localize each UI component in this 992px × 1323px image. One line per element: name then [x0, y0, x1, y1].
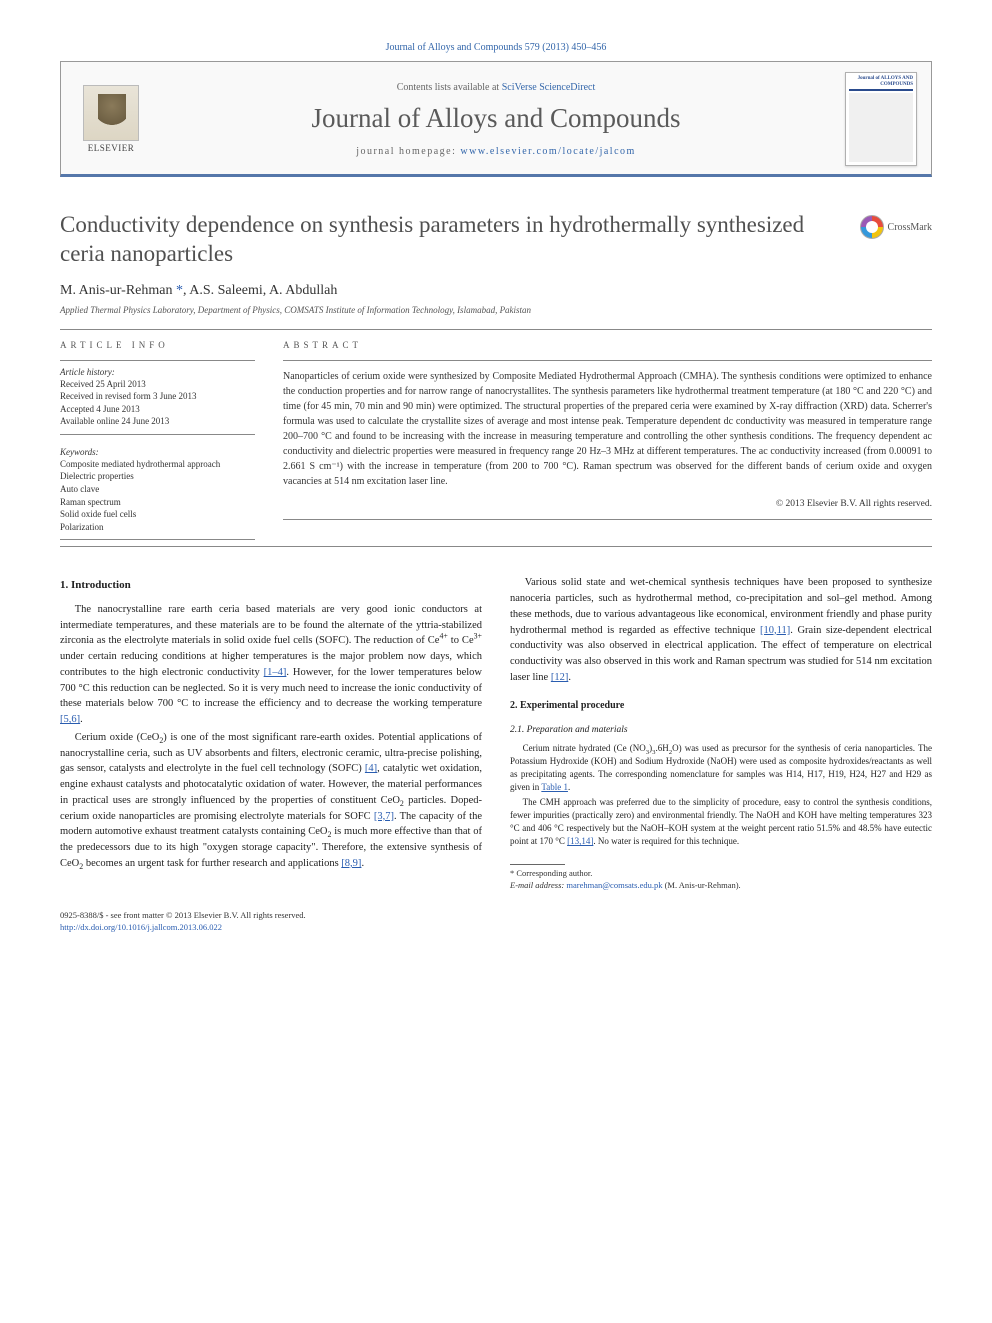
- sciencedirect-link[interactable]: SciVerse ScienceDirect: [502, 82, 596, 93]
- history-line: Accepted 4 June 2013: [60, 403, 255, 416]
- cover-thumb-title: Journal of ALLOYS AND COMPOUNDS: [849, 76, 913, 91]
- keyword: Polarization: [60, 521, 255, 534]
- issn-line: 0925-8388/$ - see front matter © 2013 El…: [60, 910, 932, 921]
- body-paragraph: The CMH approach was preferred due to th…: [510, 796, 932, 848]
- keywords-heading: Keywords:: [60, 447, 255, 457]
- body-paragraph: Cerium nitrate hydrated (Ce (NO3)3.6H2O)…: [510, 742, 932, 794]
- corresponding-author-block: * Corresponding author. E-mail address: …: [510, 864, 932, 892]
- keyword: Dielectric properties: [60, 470, 255, 483]
- running-head: Journal of Alloys and Compounds 579 (201…: [60, 42, 932, 53]
- article-meta-row: article info Article history: Received 2…: [60, 340, 932, 547]
- author-names: M. Anis-ur-Rehman: [60, 283, 173, 298]
- citation-link[interactable]: [3,7]: [374, 811, 394, 822]
- body-paragraph: The nanocrystalline rare earth ceria bas…: [60, 602, 482, 728]
- thin-divider: [283, 519, 932, 520]
- journal-cover-thumbnail: Journal of ALLOYS AND COMPOUNDS: [845, 72, 917, 166]
- author-names-rest: , A.S. Saleemi, A. Abdullah: [183, 283, 337, 298]
- thin-divider: [60, 360, 255, 361]
- crossmark-label: CrossMark: [888, 222, 932, 233]
- corresponding-author-name: (M. Anis-ur-Rehman).: [665, 880, 741, 890]
- citation-link[interactable]: [1–4]: [264, 667, 287, 678]
- keyword: Raman spectrum: [60, 496, 255, 509]
- elsevier-logo: ELSEVIER: [75, 79, 147, 159]
- section-heading: 2. Experimental procedure: [510, 698, 932, 713]
- citation-link[interactable]: [5,6]: [60, 714, 80, 725]
- divider: [60, 329, 932, 330]
- corresponding-author-label: * Corresponding author.: [510, 868, 932, 880]
- citation-link[interactable]: [13,14]: [567, 836, 593, 846]
- corresponding-author-link[interactable]: *: [173, 283, 184, 298]
- subsection-heading: 2.1. Preparation and materials: [510, 723, 932, 737]
- keyword: Auto clave: [60, 483, 255, 496]
- contents-prefix: Contents lists available at: [397, 82, 502, 93]
- corresponding-author-email-link[interactable]: marehman@comsats.edu.pk: [566, 880, 662, 890]
- abstract-heading: abstract: [283, 340, 932, 350]
- history-line: Available online 24 June 2013: [60, 415, 255, 428]
- crossmark-icon: [860, 215, 884, 239]
- journal-header: ELSEVIER Contents lists available at Sci…: [60, 61, 932, 177]
- journal-homepage-link[interactable]: www.elsevier.com/locate/jalcom: [460, 146, 635, 157]
- history-line: Received in revised form 3 June 2013: [60, 390, 255, 403]
- article-title: Conductivity dependence on synthesis par…: [60, 211, 932, 269]
- abstract-copyright: © 2013 Elsevier B.V. All rights reserved…: [283, 499, 932, 509]
- thin-divider: [60, 539, 255, 540]
- authors-line: M. Anis-ur-Rehman *, A.S. Saleemi, A. Ab…: [60, 283, 932, 299]
- footnote-rule: [510, 864, 565, 865]
- header-center: Contents lists available at SciVerse Sci…: [147, 82, 845, 157]
- journal-homepage-line: journal homepage: www.elsevier.com/locat…: [147, 146, 845, 157]
- cover-thumb-body: [849, 93, 913, 162]
- citation-link[interactable]: [4]: [365, 763, 377, 774]
- thin-divider: [283, 360, 932, 361]
- abstract-box: abstract Nanoparticles of cerium oxide w…: [283, 340, 932, 547]
- citation-link[interactable]: [8,9]: [341, 858, 361, 869]
- affiliation: Applied Thermal Physics Laboratory, Depa…: [60, 305, 932, 315]
- page-footer: 0925-8388/$ - see front matter © 2013 El…: [60, 910, 932, 933]
- body-columns: 1. Introduction The nanocrystalline rare…: [60, 575, 932, 892]
- journal-name: Journal of Alloys and Compounds: [147, 103, 845, 134]
- section-heading: 1. Introduction: [60, 577, 482, 594]
- elsevier-logo-text: ELSEVIER: [88, 143, 135, 153]
- keyword: Solid oxide fuel cells: [60, 508, 255, 521]
- citation-link[interactable]: [10,11]: [760, 625, 790, 636]
- history-line: Received 25 April 2013: [60, 378, 255, 391]
- history-heading: Article history:: [60, 367, 255, 377]
- doi-link[interactable]: http://dx.doi.org/10.1016/j.jallcom.2013…: [60, 922, 222, 932]
- homepage-prefix: journal homepage:: [356, 146, 460, 157]
- divider: [60, 546, 932, 547]
- elsevier-tree-icon: [83, 85, 139, 141]
- keyword: Composite mediated hydrothermal approach: [60, 458, 255, 471]
- body-paragraph: Cerium oxide (CeO2) is one of the most s…: [60, 730, 482, 872]
- contents-line: Contents lists available at SciVerse Sci…: [147, 82, 845, 93]
- crossmark-widget[interactable]: CrossMark: [860, 215, 932, 239]
- citation-link[interactable]: [12]: [551, 672, 569, 683]
- thin-divider: [60, 434, 255, 435]
- article-info-heading: article info: [60, 340, 255, 350]
- email-label: E-mail address:: [510, 880, 564, 890]
- table-link[interactable]: Table 1: [541, 782, 568, 792]
- corresponding-author-email-line: E-mail address: marehman@comsats.edu.pk …: [510, 880, 932, 892]
- abstract-body: Nanoparticles of cerium oxide were synth…: [283, 369, 932, 489]
- body-paragraph: Various solid state and wet-chemical syn…: [510, 575, 932, 685]
- article-info-box: article info Article history: Received 2…: [60, 340, 255, 547]
- title-block: CrossMark Conductivity dependence on syn…: [60, 211, 932, 315]
